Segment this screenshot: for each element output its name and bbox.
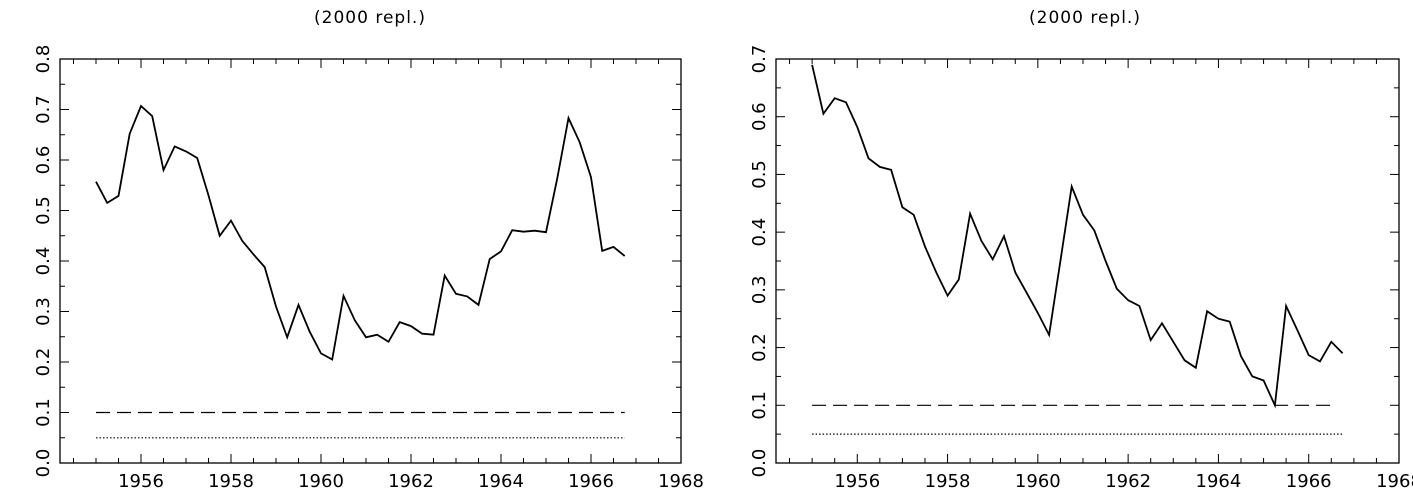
chart-subtitle: (2000 repl.)	[1029, 8, 1141, 28]
y-tick-label: 0.3	[33, 297, 54, 326]
y-tick-label: 0.7	[749, 45, 770, 74]
y-tick-label: 0.2	[749, 333, 770, 362]
y-tick-label: 0.2	[33, 348, 54, 377]
y-tick-label: 0.0	[749, 449, 770, 478]
x-tick-label: 1966	[568, 471, 614, 492]
x-tick-label: 1956	[834, 471, 880, 492]
plot-frame	[775, 58, 1400, 464]
y-tick-label: 0.4	[749, 218, 770, 247]
y-tick-label: 0.6	[749, 102, 770, 131]
x-tick-label: 1968	[1376, 471, 1413, 492]
chart-panel-2: (2000 repl.) 1956 1958 1960 1962 1964 1966 1968…	[749, 8, 1413, 492]
y-tick-label: 0.1	[749, 391, 770, 420]
series-line	[811, 64, 1344, 409]
x-tick-label: 1966	[1286, 471, 1332, 492]
x-tick-label: 1964	[478, 471, 524, 492]
x-tick-label: 1962	[388, 471, 434, 492]
y-tick-label: 0.1	[33, 398, 54, 427]
chart-subtitle: (2000 repl.)	[314, 8, 426, 28]
y-tick-label: 0.3	[749, 276, 770, 305]
x-tick-label: 1958	[925, 471, 971, 492]
y-tick-label: 0.0	[33, 449, 54, 478]
x-tick-label: 1958	[208, 471, 254, 492]
y-tick-label: 0.6	[33, 146, 54, 175]
chart-panel-1: (2000 repl.) 1956 1958 1960 1962 1964 1966 1968…	[33, 8, 704, 492]
series-line	[95, 104, 626, 361]
y-tick-label: 0.8	[33, 45, 54, 74]
x-tick-label: 1960	[298, 471, 344, 492]
x-tick-label: 1960	[1015, 471, 1061, 492]
y-tick-label: 0.5	[33, 196, 54, 225]
x-tick-label: 1956	[118, 471, 164, 492]
y-tick-label: 0.5	[749, 160, 770, 189]
x-tick-label: 1964	[1196, 471, 1242, 492]
x-tick-label: 1962	[1105, 471, 1151, 492]
x-tick-label: 1968	[658, 471, 704, 492]
y-tick-label: 0.7	[33, 95, 54, 124]
y-tick-label: 0.4	[33, 247, 54, 276]
